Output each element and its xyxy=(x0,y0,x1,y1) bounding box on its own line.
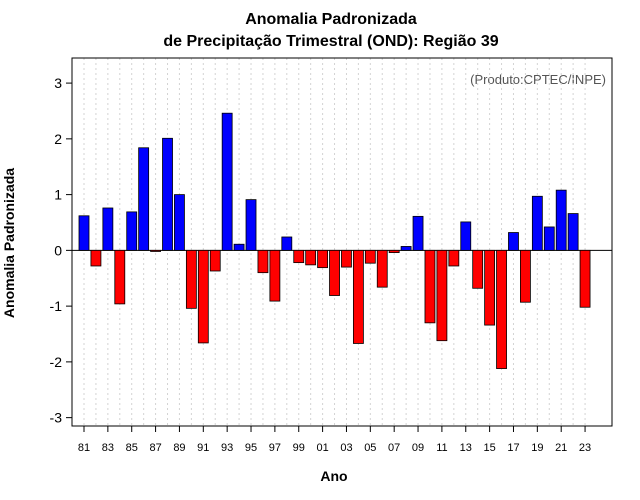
x-tick-label: 91 xyxy=(197,442,209,454)
bar-2006 xyxy=(376,249,388,288)
bar-2012 xyxy=(448,249,460,267)
x-tick-label: 17 xyxy=(507,442,519,454)
bar-2002 xyxy=(329,249,340,296)
bar-2019 xyxy=(531,195,543,251)
bar-1991 xyxy=(197,249,209,344)
bar-1996 xyxy=(257,249,269,274)
x-tick-label: 09 xyxy=(412,442,424,454)
bar-2008 xyxy=(400,246,412,251)
bar-2004 xyxy=(352,249,364,344)
y-tick-label: -1 xyxy=(50,298,63,314)
bar-1982 xyxy=(90,249,102,267)
x-tick-label: 95 xyxy=(245,442,257,454)
x-tick-label: 11 xyxy=(436,442,447,454)
bar-1981 xyxy=(78,215,90,251)
x-tick-label: 89 xyxy=(173,442,185,454)
bar-2017 xyxy=(508,232,519,251)
bar-2001 xyxy=(317,249,329,269)
bar-2013 xyxy=(460,221,472,251)
bar-2005 xyxy=(364,249,376,264)
y-tick-label: 3 xyxy=(54,75,62,91)
x-tick-label: 13 xyxy=(460,442,472,454)
bar-1984 xyxy=(114,249,126,305)
x-tick-label: 87 xyxy=(149,442,161,454)
chart-title: Anomalia Padronizada xyxy=(245,11,417,28)
credit-text: (Produto:CPTEC/INPE) xyxy=(470,72,606,87)
bar-2020 xyxy=(543,226,555,251)
bar-2018 xyxy=(520,249,531,303)
bar-1989 xyxy=(174,194,185,251)
bar-1987 xyxy=(150,249,161,252)
bar-1999 xyxy=(293,249,305,264)
y-tick-label: 2 xyxy=(54,131,62,147)
bar-1985 xyxy=(126,211,138,251)
bar-1995 xyxy=(245,199,257,251)
grid-lines xyxy=(83,58,586,426)
x-axis-label: Ano xyxy=(320,468,347,484)
bar-2010 xyxy=(424,249,436,324)
bar-2007 xyxy=(388,249,400,253)
bar-1986 xyxy=(138,147,150,251)
bar-1990 xyxy=(185,249,197,309)
bar-2003 xyxy=(341,249,352,268)
plot-frame xyxy=(71,57,613,427)
y-axis-label: Anomalia Padronizada xyxy=(1,168,17,318)
x-tick-label: 83 xyxy=(102,442,114,454)
bar-1993 xyxy=(221,112,233,251)
bar-1997 xyxy=(269,249,281,302)
x-tick-label: 01 xyxy=(316,442,328,454)
x-tick-label: 97 xyxy=(269,442,281,454)
x-tick-label: 93 xyxy=(221,442,233,454)
bar-2021 xyxy=(555,189,567,251)
y-tick-label: -2 xyxy=(50,354,63,370)
bar-2016 xyxy=(496,249,507,369)
x-tick-label: 21 xyxy=(555,442,567,454)
bars xyxy=(72,112,612,369)
y-tick-label: -3 xyxy=(50,410,63,426)
bar-2015 xyxy=(484,249,496,326)
bar-2014 xyxy=(472,249,484,289)
bar-2000 xyxy=(305,249,317,266)
x-tick-label: 15 xyxy=(483,442,495,454)
bar-2022 xyxy=(567,213,579,251)
chart-subtitle: de Precipitação Trimestral (OND): Região… xyxy=(163,33,498,50)
x-tick-label: 99 xyxy=(293,442,305,454)
x-tick-label: 07 xyxy=(388,442,400,454)
bar-2023 xyxy=(579,249,591,308)
bar-1988 xyxy=(162,137,173,251)
bar-1994 xyxy=(233,243,245,251)
bar-2011 xyxy=(436,249,448,342)
bar-2009 xyxy=(412,215,424,251)
x-tick-label: 81 xyxy=(78,442,90,454)
bar-1998 xyxy=(281,236,293,251)
x-tick-label: 85 xyxy=(126,442,138,454)
x-tick-label: 23 xyxy=(579,442,591,454)
bar-1983 xyxy=(102,207,114,251)
y-tick-label: 0 xyxy=(54,242,62,258)
x-tick-label: 03 xyxy=(340,442,352,454)
x-tick-label: 05 xyxy=(364,442,376,454)
x-tick-label: 19 xyxy=(531,442,543,454)
bar-1992 xyxy=(209,249,221,272)
y-tick-label: 1 xyxy=(54,187,62,203)
